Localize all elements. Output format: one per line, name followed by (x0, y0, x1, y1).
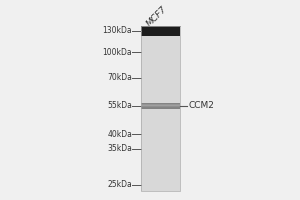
Bar (141, 106, 180, 107)
Bar (141, 26, 180, 191)
Bar (141, 104, 180, 105)
Bar (141, 108, 180, 109)
Text: 100kDa: 100kDa (103, 48, 132, 57)
Text: 70kDa: 70kDa (107, 73, 132, 82)
Text: 40kDa: 40kDa (107, 130, 132, 139)
Bar (141, 103, 180, 104)
Text: 35kDa: 35kDa (107, 144, 132, 153)
Text: CCM2: CCM2 (189, 101, 215, 110)
Bar (141, 105, 180, 106)
Bar (141, 26, 180, 36)
Bar (141, 26, 180, 191)
Text: MCF7: MCF7 (145, 5, 169, 29)
Bar (141, 107, 180, 108)
Text: 130kDa: 130kDa (103, 26, 132, 35)
Text: 55kDa: 55kDa (107, 101, 132, 110)
Text: 25kDa: 25kDa (107, 180, 132, 189)
